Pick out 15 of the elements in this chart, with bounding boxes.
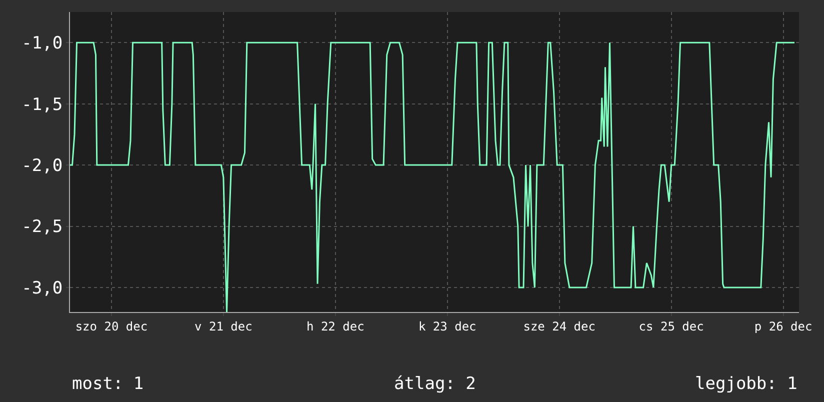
x-tick-label: sze 24 dec [523, 319, 596, 334]
x-tick-label: p 26 dec [754, 319, 812, 334]
y-tick-label: -1,5 [22, 94, 63, 115]
text: most: 1 [72, 374, 144, 394]
x-tick-label: h 22 dec [306, 319, 364, 334]
x-tick-label: cs 25 dec [638, 319, 704, 334]
x-tick-label: szo 20 dec [75, 319, 148, 334]
y-tick-label: -3,0 [22, 278, 63, 298]
y-tick-label: -1,0 [22, 34, 63, 54]
x-tick-label: k 23 dec [418, 319, 476, 334]
text: átlag: 2 [394, 374, 476, 394]
y-tick-label: -2,5 [22, 217, 63, 238]
x-tick-label: v 21 dec [194, 319, 252, 334]
y-tick-label: -2,0 [22, 156, 63, 176]
text: legjobb: 1 [695, 374, 798, 394]
